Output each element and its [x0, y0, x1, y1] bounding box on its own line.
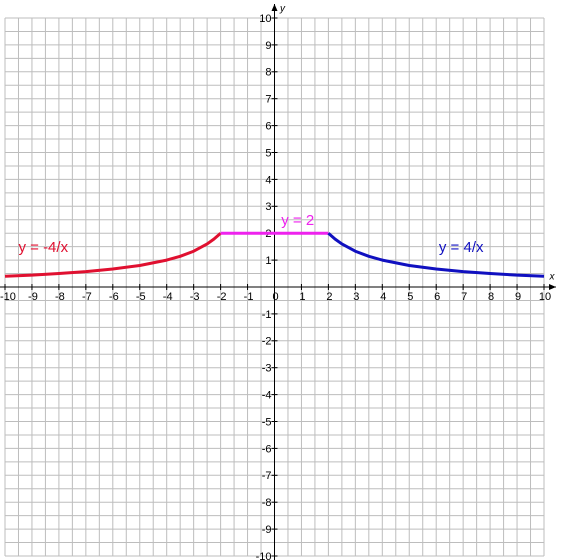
x-tick-label: 1: [299, 291, 305, 303]
y-tick-label: 3: [265, 201, 271, 213]
y-tick-label: 6: [265, 121, 271, 133]
x-tick-label: 9: [515, 291, 521, 303]
y-tick-label: -9: [262, 524, 272, 536]
series-label: y = 4/x: [439, 239, 484, 256]
x-tick-label: -3: [190, 291, 200, 303]
y-tick-label: 10: [259, 13, 271, 25]
y-tick-label: -6: [262, 443, 272, 455]
y-tick-label: 8: [265, 67, 271, 79]
x-tick-label: 10: [539, 291, 551, 303]
x-tick-label: -1: [244, 291, 254, 303]
x-tick-label: -8: [55, 291, 65, 303]
series-line: [327, 232, 545, 278]
y-tick-label: 1: [265, 255, 271, 267]
y-axis-arrow: [271, 4, 278, 11]
y-tick-label: -3: [262, 363, 272, 375]
y-tick-label: -1: [262, 309, 272, 321]
y-axis-label: y: [279, 4, 286, 15]
y-tick-label: 7: [265, 94, 271, 106]
x-tick-label: -2: [217, 291, 227, 303]
y-tick-label: 4: [265, 174, 271, 186]
x-tick-label: 5: [407, 291, 413, 303]
x-tick-label: 2: [326, 291, 332, 303]
x-tick-label: -6: [109, 291, 119, 303]
y-tick-label: 9: [265, 40, 271, 52]
x-tick-label: 8: [488, 291, 494, 303]
x-tick-label: -4: [163, 291, 173, 303]
x-tick-label: 6: [434, 291, 440, 303]
x-tick-label: 0: [272, 291, 278, 303]
x-tick-label: 3: [353, 291, 359, 303]
y-tick-label: -7: [262, 470, 272, 482]
x-tick-label: 4: [380, 291, 386, 303]
y-tick-label: -8: [262, 497, 272, 509]
y-tick-label: -10: [256, 551, 272, 560]
x-tick-label: -10: [0, 291, 16, 303]
y-tick-label: -2: [262, 336, 272, 348]
series-line: [4, 232, 222, 278]
x-tick-label: -5: [136, 291, 146, 303]
x-tick-label: -7: [82, 291, 92, 303]
x-tick-label: -9: [28, 291, 38, 303]
x-tick-label: 7: [461, 291, 467, 303]
series-label: y = -4/x: [18, 239, 68, 256]
x-axis-label: x: [549, 272, 556, 283]
y-tick-label: 5: [265, 147, 271, 159]
y-tick-label: -4: [262, 390, 272, 402]
y-tick-label: -5: [262, 416, 272, 428]
x-axis-arrow: [549, 284, 556, 290]
series-label: y = 2: [281, 212, 314, 229]
